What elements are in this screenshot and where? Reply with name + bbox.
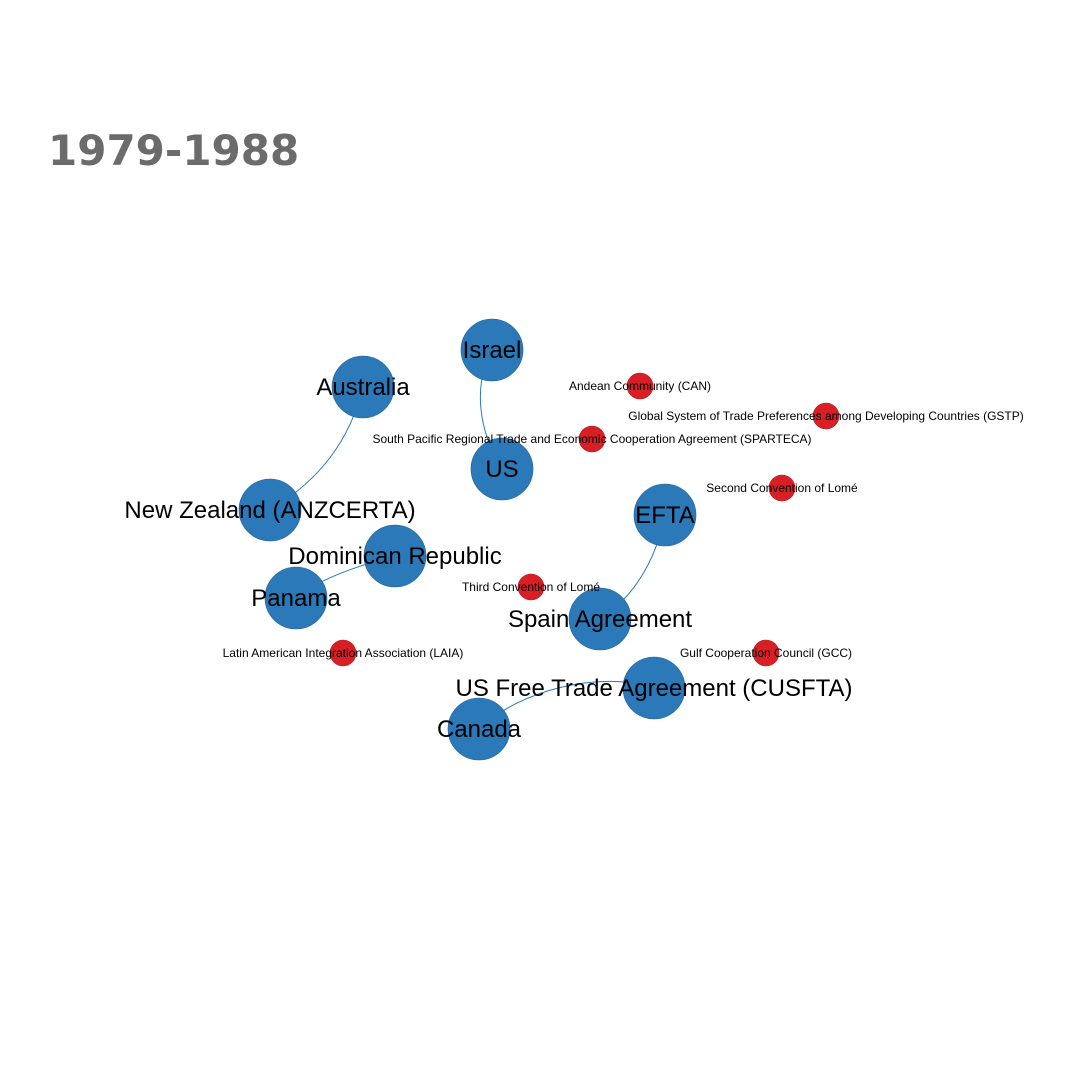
node-label-us: US — [485, 456, 518, 483]
node-laia[interactable] — [329, 639, 357, 667]
node-panama[interactable] — [264, 566, 328, 630]
node-label-lome2: Second Convention of Lomé — [706, 481, 858, 495]
node-label-israel: Israel — [463, 337, 522, 364]
node-gstp[interactable] — [812, 402, 840, 430]
node-canada[interactable] — [447, 697, 511, 761]
node-nz[interactable] — [238, 478, 302, 542]
node-label-panama: Panama — [251, 585, 341, 612]
node-lome3[interactable] — [517, 573, 545, 601]
node-label-canada: Canada — [437, 716, 522, 743]
node-israel[interactable] — [460, 318, 524, 382]
node-label-sparteca: South Pacific Regional Trade and Economi… — [372, 432, 811, 446]
node-spain[interactable] — [568, 587, 632, 651]
page-title: 1979-1988 — [48, 126, 300, 175]
node-dr[interactable] — [363, 524, 427, 588]
node-australia[interactable] — [331, 355, 395, 419]
node-label-lome3: Third Convention of Lomé — [462, 580, 600, 594]
node-can[interactable] — [626, 372, 654, 400]
node-us[interactable] — [470, 437, 534, 501]
node-label-gstp: Global System of Trade Preferences among… — [628, 409, 1024, 423]
node-label-can: Andean Community (CAN) — [569, 379, 711, 393]
node-label-efta: EFTA — [635, 502, 695, 529]
node-label-australia: Australia — [316, 374, 410, 401]
node-gcc[interactable] — [752, 639, 780, 667]
node-sparteca[interactable] — [578, 425, 606, 453]
node-label-nz: New Zealand (ANZCERTA) — [124, 497, 415, 524]
node-lome2[interactable] — [768, 474, 796, 502]
node-cusfta[interactable] — [622, 656, 686, 720]
node-label-dr: Dominican Republic — [288, 543, 501, 570]
node-label-laia: Latin American Integration Association (… — [223, 646, 464, 660]
node-label-gcc: Gulf Cooperation Council (GCC) — [680, 646, 852, 660]
node-label-spain: Spain Agreement — [508, 606, 692, 633]
node-label-cusfta: US Free Trade Agreement (CUSFTA) — [455, 675, 852, 702]
node-efta[interactable] — [633, 483, 697, 547]
